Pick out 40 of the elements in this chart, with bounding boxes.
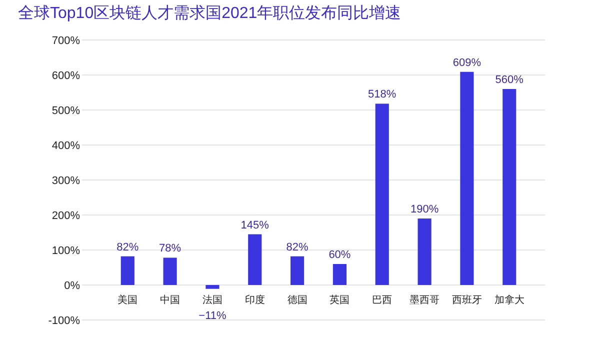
data-label: 82% (286, 241, 309, 254)
bar (375, 104, 389, 285)
data-label: 609% (452, 56, 482, 69)
data-label: 60% (328, 249, 351, 261)
y-tick-label: 100% (52, 244, 80, 257)
bar (206, 285, 220, 289)
bar (290, 256, 304, 285)
y-tick-label: 200% (52, 210, 80, 222)
bar (163, 258, 177, 285)
data-label: 82% (116, 241, 139, 254)
x-tick-label: 加拿大 (494, 294, 524, 306)
x-tick-label: 西班牙 (452, 294, 482, 306)
data-label: 78% (159, 242, 182, 255)
y-tick-label: 400% (52, 140, 80, 152)
data-label: 560% (495, 74, 524, 86)
x-tick-label: 德国 (287, 295, 308, 306)
y-tick-label: 700% (52, 34, 80, 47)
chart-title: 全球Top10区块链人才需求国2021年职位发布同比增速 (18, 4, 402, 22)
y-tick-label: 0% (64, 280, 80, 292)
bar (418, 218, 432, 285)
x-tick-label: 英国 (330, 294, 350, 306)
y-tick-label: 600% (52, 70, 80, 82)
data-label: 518% (368, 88, 396, 101)
bar (332, 264, 346, 285)
y-tick-label: -100% (48, 314, 80, 327)
bar (460, 72, 474, 285)
bar (120, 256, 134, 285)
y-tick-label: 300% (52, 174, 80, 187)
data-label: 190% (410, 204, 439, 216)
y-tick-label: 500% (52, 104, 80, 117)
x-tick-label: 印度 (244, 294, 265, 306)
bar (502, 89, 516, 285)
data-label: −11% (198, 310, 226, 322)
x-tick-label: 法国 (202, 294, 222, 306)
bar (248, 234, 262, 285)
data-label: 145% (240, 219, 270, 232)
x-tick-label: 美国 (118, 294, 138, 306)
x-tick-label: 巴西 (372, 295, 392, 306)
x-tick-label: 中国 (160, 294, 180, 306)
x-tick-label: 墨西哥 (410, 295, 440, 306)
